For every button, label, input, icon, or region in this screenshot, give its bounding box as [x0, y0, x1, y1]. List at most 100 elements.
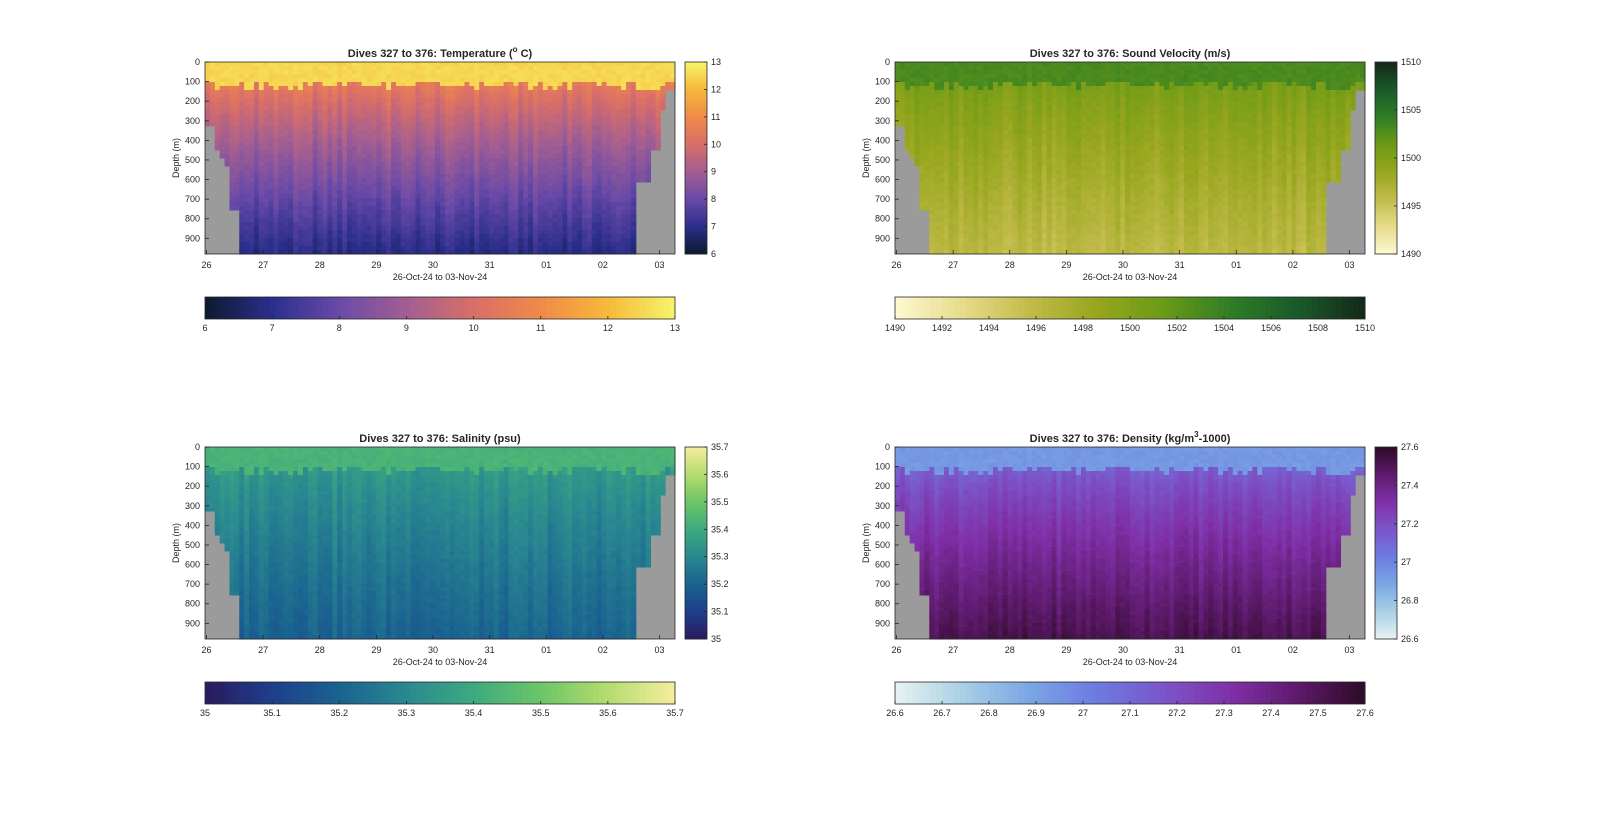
heatmap-cell	[919, 102, 925, 107]
heatmap-cell	[479, 210, 485, 215]
heatmap-cell	[562, 174, 568, 179]
heatmap-cell	[929, 230, 935, 235]
heatmap-cell	[361, 142, 368, 147]
heatmap-cell	[425, 238, 431, 243]
heatmap-cell	[298, 102, 304, 107]
heatmap-cell	[479, 78, 485, 83]
heatmap-cell	[640, 78, 647, 83]
heatmap-cell	[924, 106, 930, 111]
heatmap-cell	[312, 250, 319, 255]
heatmap-cell	[552, 226, 558, 231]
heatmap-cell	[557, 206, 563, 211]
heatmap-cell	[537, 214, 544, 219]
heatmap-cell	[562, 214, 568, 219]
heatmap-cell	[513, 118, 519, 123]
heatmap-cell	[640, 178, 647, 183]
heatmap-cell	[214, 82, 221, 87]
heatmap-cell	[307, 170, 314, 175]
heatmap-cell	[322, 62, 328, 67]
heatmap-cell	[273, 66, 279, 71]
heatmap-cell	[449, 118, 456, 123]
heatmap-cell	[542, 226, 549, 231]
heatmap-cell	[415, 98, 421, 103]
heatmap-cell	[444, 210, 451, 215]
heatmap-cell	[493, 154, 500, 159]
heatmap-cell	[440, 130, 446, 135]
heatmap-cell	[596, 230, 603, 235]
heatmap-cell	[914, 118, 920, 123]
colorbar-segment	[252, 297, 259, 319]
heatmap-cell	[371, 94, 377, 99]
heatmap-cell	[302, 166, 309, 171]
heatmap-cell	[366, 86, 372, 91]
heatmap-cell	[513, 210, 519, 215]
heatmap-cell	[528, 102, 534, 107]
heatmap-cell	[508, 90, 514, 95]
heatmap-cell	[939, 190, 945, 195]
colorbar-segment	[304, 297, 312, 319]
heatmap-cell	[459, 226, 465, 231]
heatmap-cell	[626, 242, 632, 247]
heatmap-cell	[586, 102, 593, 107]
heatmap-cell	[533, 94, 539, 99]
heatmap-cell	[503, 162, 510, 167]
heatmap-cell	[929, 62, 935, 67]
x-tick-label: 30	[428, 260, 438, 270]
heatmap-cell	[327, 114, 333, 119]
heatmap-cell	[440, 138, 446, 143]
heatmap-cell	[346, 122, 353, 127]
heatmap-cell	[449, 250, 456, 255]
heatmap-cell	[405, 126, 412, 131]
heatmap-cell	[263, 178, 270, 183]
heatmap-cell	[317, 90, 323, 95]
heatmap-cell	[963, 142, 969, 147]
heatmap-cell	[449, 158, 456, 163]
heatmap-cell	[518, 86, 524, 91]
heatmap-cell	[645, 162, 652, 167]
heatmap-cell	[914, 130, 920, 135]
heatmap-cell	[591, 154, 598, 159]
heatmap-cell	[459, 242, 465, 247]
heatmap-cell	[469, 138, 475, 143]
heatmap-cell	[263, 150, 270, 155]
heatmap-cell	[474, 246, 480, 251]
heatmap-cell	[391, 210, 397, 215]
heatmap-cell	[430, 146, 436, 151]
heatmap-cell	[528, 174, 534, 179]
heatmap-cell	[581, 66, 588, 71]
heatmap-cell	[640, 74, 647, 79]
heatmap-cell	[904, 146, 911, 151]
heatmap-cell	[616, 238, 622, 243]
heatmap-cell	[581, 230, 588, 235]
heatmap-cell	[415, 170, 421, 175]
heatmap-cell	[386, 162, 392, 167]
heatmap-cell	[395, 114, 402, 119]
heatmap-cell	[405, 114, 412, 119]
heatmap-cell	[351, 154, 358, 159]
heatmap-cell	[611, 166, 617, 171]
heatmap-cell	[361, 98, 368, 103]
heatmap-cell	[498, 214, 505, 219]
heatmap-cell	[557, 230, 563, 235]
heatmap-cell	[493, 250, 500, 255]
heatmap-cell	[361, 242, 368, 247]
colorbar-segment	[685, 170, 707, 175]
heatmap-cell	[537, 242, 544, 247]
heatmap-cell	[670, 66, 676, 71]
heatmap-cell	[547, 154, 554, 159]
heatmap-cell	[635, 150, 642, 155]
heatmap-cell	[415, 106, 421, 111]
heatmap-cell	[924, 174, 930, 179]
heatmap-cell	[337, 190, 343, 195]
heatmap-cell	[244, 194, 250, 199]
heatmap-cell	[899, 78, 906, 83]
heatmap-cell	[498, 162, 505, 167]
heatmap-cell	[929, 174, 935, 179]
heatmap-cell	[430, 90, 436, 95]
heatmap-cell	[616, 166, 622, 171]
heatmap-cell	[474, 206, 480, 211]
heatmap-cell	[464, 182, 470, 187]
heatmap-cell	[899, 90, 906, 95]
heatmap-cell	[312, 78, 319, 83]
heatmap-cell	[464, 210, 470, 215]
